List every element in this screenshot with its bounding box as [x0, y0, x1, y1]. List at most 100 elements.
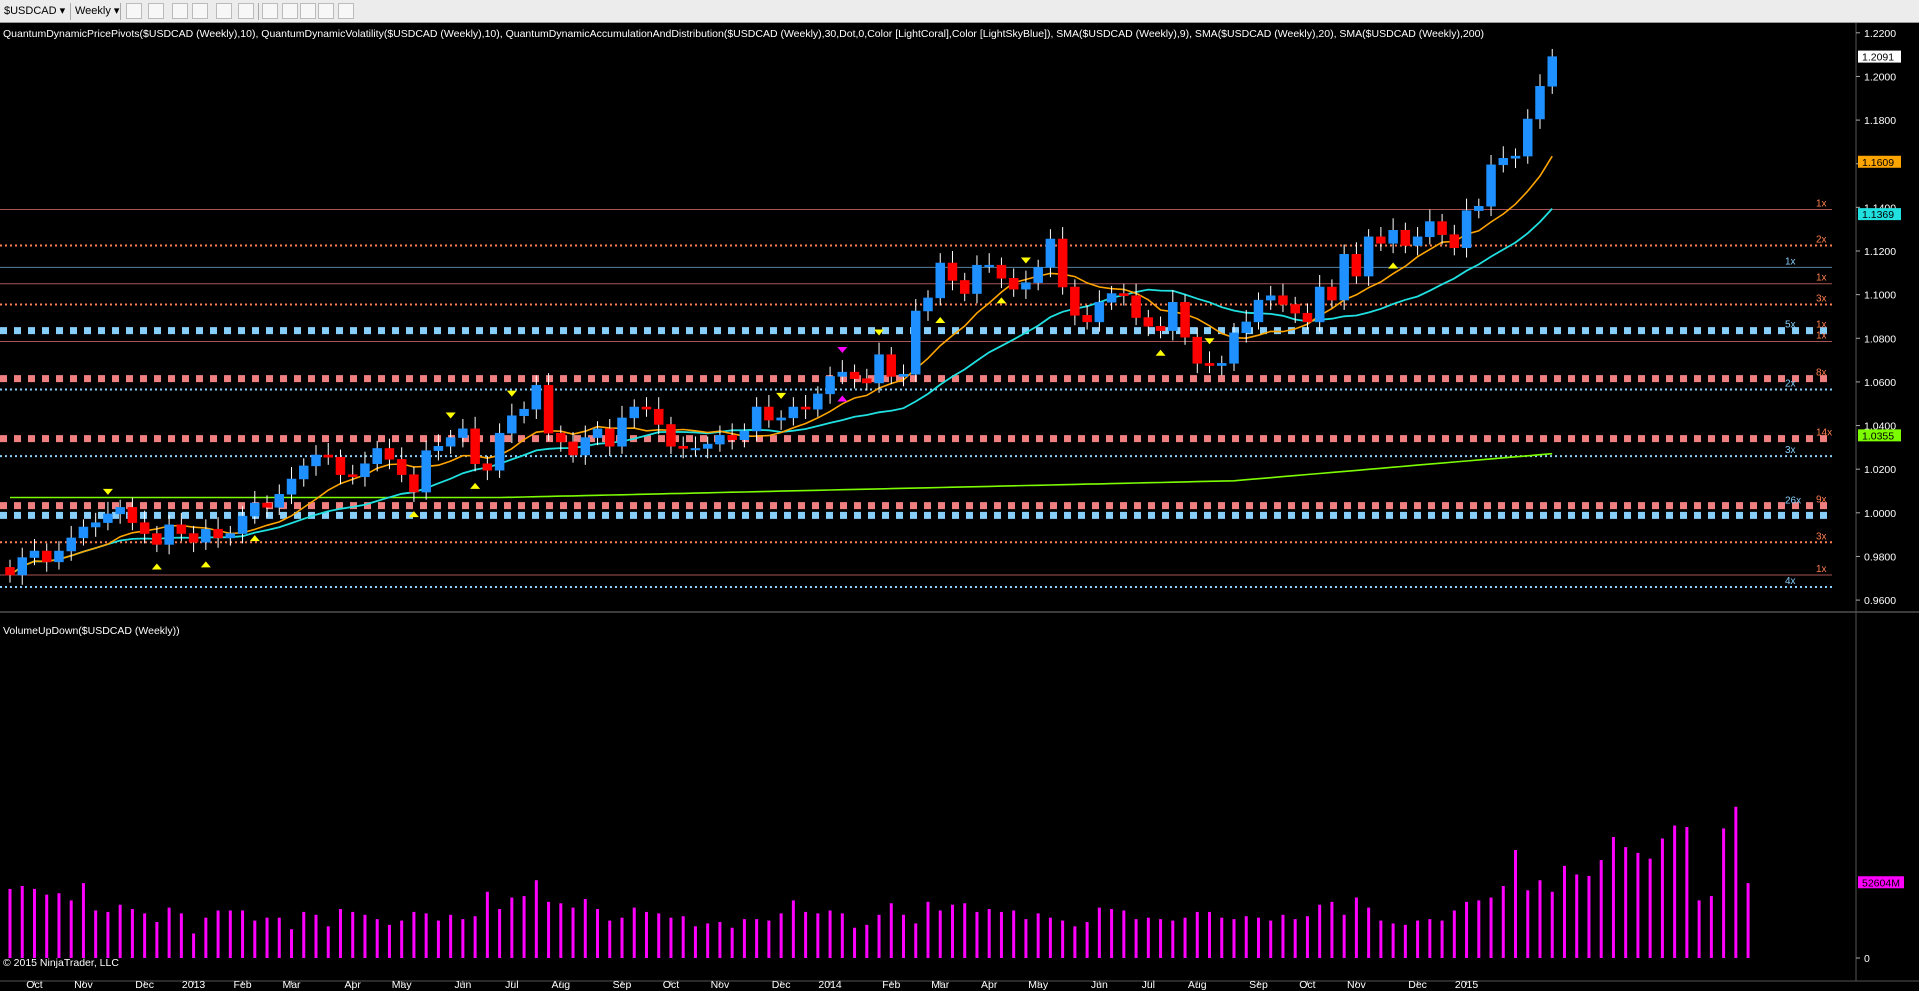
candle-body [617, 417, 627, 447]
chart-trader-icon[interactable] [282, 3, 298, 19]
time-axis-label: Feb [882, 979, 900, 991]
candle-body [1547, 56, 1557, 87]
candle-body [874, 354, 884, 384]
volume-bar [69, 900, 73, 958]
volume-bar [1709, 896, 1713, 958]
period-selector[interactable]: Weekly ▾ [75, 5, 120, 17]
pencil-draw-icon[interactable] [148, 3, 164, 19]
volume-bar [608, 920, 612, 958]
data-box-icon[interactable] [262, 3, 278, 19]
candle-body [1265, 295, 1276, 301]
candle-body [250, 502, 260, 517]
price-axis-label: 1.0200 [1864, 464, 1896, 476]
volume-bar [644, 911, 648, 958]
candle-body [1363, 236, 1374, 277]
candle-body [764, 406, 774, 421]
candle-body [1119, 293, 1129, 296]
volume-bar [216, 910, 220, 958]
candle-body [641, 406, 652, 410]
pivot-label: 1x [1816, 273, 1827, 284]
price-value-badge-text: 1.1369 [1862, 209, 1894, 221]
candle-body [127, 507, 138, 523]
signal-arrow-down [1020, 257, 1031, 264]
candle-body [568, 441, 578, 456]
volume-bar [302, 911, 306, 958]
period-label: Weekly [75, 5, 111, 17]
pivot-label: 1x [1816, 331, 1827, 342]
volume-bar [277, 917, 281, 958]
candle-body [984, 264, 994, 267]
candle-body [813, 393, 823, 410]
volume-bar [669, 917, 673, 958]
signal-arrow-up [837, 395, 848, 402]
instrument-label: $USDCAD [4, 5, 57, 17]
candle-body [225, 533, 236, 539]
volume-bar [730, 927, 734, 958]
volume-bar [1232, 919, 1236, 958]
volume-bar [1354, 897, 1358, 958]
candle-body [5, 567, 15, 576]
bar-chart-style-icon[interactable] [126, 3, 142, 19]
candle-body [1510, 155, 1521, 159]
volume-bar [1244, 916, 1248, 958]
volume-bar [999, 911, 1003, 958]
volume-bar [1256, 917, 1260, 958]
time-axis-label: Nov [711, 979, 730, 991]
crosshair-icon[interactable] [172, 3, 188, 19]
pointer-icon[interactable] [192, 3, 208, 19]
candle-body [1070, 286, 1080, 316]
price-axis-label: 1.0800 [1864, 333, 1896, 345]
candle-body [653, 408, 664, 425]
volume-bar [1073, 926, 1077, 958]
signal-arrow-up [470, 482, 481, 489]
candle-body [702, 443, 713, 449]
candle-body [262, 502, 272, 508]
price-axis-label: 1.2000 [1864, 71, 1896, 83]
candle-body [176, 524, 187, 534]
volume-bar [840, 913, 844, 958]
candle-body [1535, 86, 1545, 120]
volume-bar [1024, 919, 1028, 958]
candle-body [1339, 254, 1349, 301]
grid-icon[interactable] [338, 3, 354, 19]
candle-body [347, 474, 358, 478]
candle-body [237, 515, 248, 534]
candle-body [507, 415, 517, 434]
candle-body [1302, 312, 1313, 323]
volume-bar [1538, 880, 1542, 958]
volume-bar [926, 901, 930, 958]
volume-bar [1452, 910, 1456, 958]
candle-body [776, 417, 786, 421]
candle-body [605, 428, 615, 447]
strategy-icon[interactable] [300, 3, 316, 19]
candle-body [1131, 295, 1141, 318]
pivot-label: 8x [1816, 368, 1827, 379]
volume-bar [1110, 909, 1114, 958]
candle-body [629, 406, 639, 419]
volume-bar [1342, 914, 1346, 958]
properties-icon[interactable] [238, 3, 254, 19]
candle-body [1241, 321, 1251, 334]
candle-body [531, 384, 542, 410]
volume-value-badge-text: 52604M [1862, 877, 1900, 889]
candle-body [1314, 286, 1325, 323]
candle-body [543, 384, 554, 434]
volume-bar [853, 927, 857, 958]
candle-body [433, 446, 444, 451]
candle-body [911, 310, 921, 375]
instrument-selector[interactable]: $USDCAD ▾ [4, 5, 66, 17]
volume-bar [571, 907, 575, 958]
candle-body [396, 459, 407, 475]
pivot-label: 3x [1785, 445, 1796, 456]
signal-arrow-up [249, 535, 260, 542]
volume-bar [1330, 901, 1334, 958]
zoom-icon[interactable] [216, 3, 232, 19]
candle-body [1461, 210, 1472, 248]
chart-frame [0, 23, 1919, 982]
indicators-icon[interactable] [318, 3, 334, 19]
candle-body [1057, 238, 1068, 288]
candle-body [1229, 332, 1239, 364]
volume-bar [204, 917, 208, 958]
signal-arrow-up [935, 317, 946, 323]
